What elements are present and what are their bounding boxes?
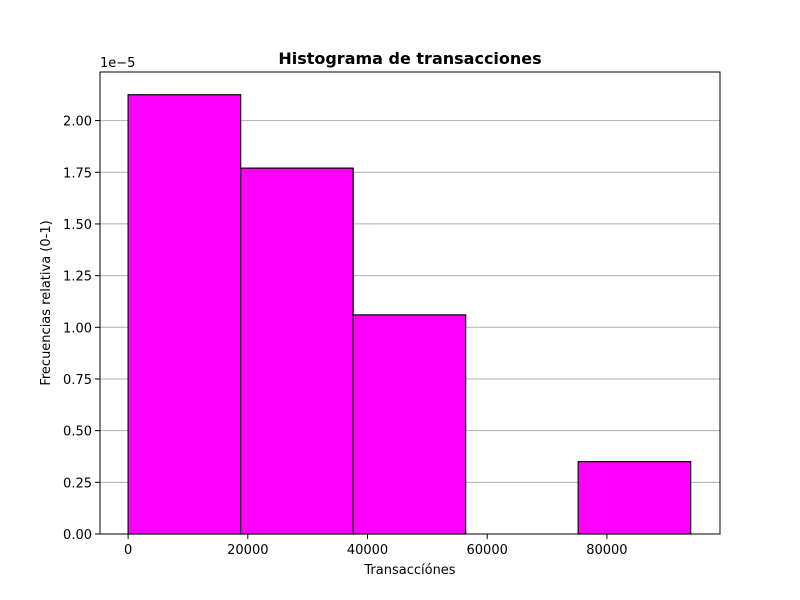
x-axis-label: Transaccíónes — [363, 563, 455, 578]
x-tick-label-2: 40000 — [347, 543, 388, 558]
histogram-bar-2 — [352, 314, 467, 535]
histogram-bar-0 — [127, 94, 242, 535]
bars-layer — [127, 94, 692, 535]
histogram-bar-4 — [577, 461, 692, 535]
y-tick-label-5: 1.25 — [63, 270, 92, 285]
y-axis-offset-label: 1e−5 — [100, 56, 135, 71]
y-tick-label-7: 1.75 — [63, 166, 92, 181]
chart-title: Histograma de transacciones — [278, 49, 541, 68]
plot-area-frame — [99, 71, 721, 535]
x-axis-ticks: 0 20000 40000 60000 80000 — [124, 534, 628, 558]
x-tick-label-0: 0 — [124, 543, 132, 558]
y-axis-label: Frecuencias relativa (0-1) — [39, 220, 54, 385]
x-tick-label-4: 80000 — [586, 543, 627, 558]
y-axis-ticks: 0.00 0.25 0.50 0.75 1.00 1.25 1.50 1.75 2.00 — [63, 115, 100, 543]
y-tick-label-4: 1.00 — [63, 321, 92, 336]
x-tick-label-1: 20000 — [227, 543, 268, 558]
y-tick-label-8: 2.00 — [63, 115, 92, 130]
y-tick-label-1: 0.25 — [63, 476, 92, 491]
histogram-bar-1 — [240, 167, 354, 535]
y-tick-label-0: 0.00 — [63, 528, 92, 543]
y-tick-label-2: 0.50 — [63, 425, 92, 440]
x-tick-label-3: 60000 — [467, 543, 508, 558]
y-tick-label-3: 0.75 — [63, 373, 92, 388]
y-tick-label-6: 1.50 — [63, 218, 92, 233]
